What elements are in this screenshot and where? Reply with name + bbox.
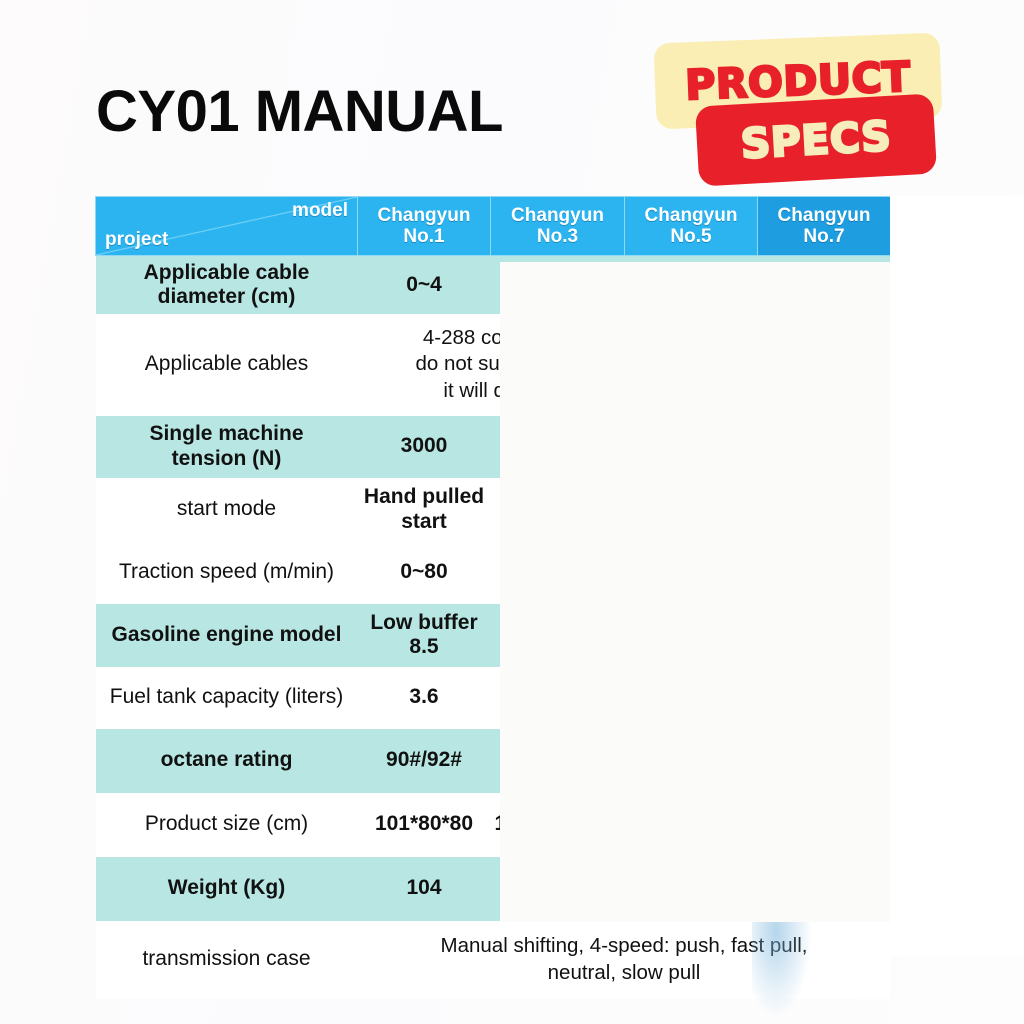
page-title: CY01 MANUAL (96, 79, 504, 144)
value-line1: Low buffer (370, 610, 478, 634)
row-label-weight: Weight (Kg) (95, 856, 358, 921)
header-project-label: project (105, 229, 169, 250)
table-header-row: model project Changyun No.1 Changyun No.… (95, 196, 891, 256)
row-value-transmission-case: Manual shifting, 4-speed: push, fast pul… (357, 920, 891, 999)
value-line2: 8.5 (409, 635, 439, 658)
label-line1: Single machine (149, 422, 304, 446)
label-line2: diameter (cm) (157, 284, 296, 308)
product-specs-badge: PRODUCT SPECS (653, 32, 955, 187)
header-col2-line2: No.3 (536, 226, 579, 247)
row-label-fuel-tank-capacity: Fuel tank capacity (liters) (95, 666, 358, 729)
row-value-single-machine-tension: 3000 (357, 415, 491, 478)
row-label-octane-rating: octane rating (95, 728, 358, 793)
table-row: transmission case Manual shifting, 4-spe… (95, 920, 891, 999)
row-value-product-size: 101*80*80 (357, 792, 491, 857)
header-col4-line1: Changyun (777, 204, 871, 226)
row-value-start-mode: Hand pulled start (357, 477, 491, 542)
row-value-weight: 104 (357, 856, 491, 921)
desc-line1: Manual shifting, 4-speed: push, fast pul… (440, 933, 808, 957)
label-line1: Applicable cable (143, 260, 310, 284)
diagonal-divider-icon (96, 197, 357, 255)
header-model-label: model (292, 200, 348, 221)
label-line2: tension (N) (171, 446, 282, 470)
header-col-changyun-no5: Changyun No.5 (624, 196, 758, 256)
header-col1-line1: Changyun (377, 204, 471, 226)
header-col2-line1: Changyun (511, 204, 604, 226)
row-value-traction-speed: 0~80 (357, 541, 491, 604)
row-label-applicable-cable-diameter: Applicable cable diameter (cm) (95, 255, 358, 314)
paper-overlay-right-columns (500, 262, 890, 922)
header-col4-line2: No.7 (803, 226, 845, 247)
header-col1-line2: No.1 (403, 226, 445, 247)
row-label-single-machine-tension: Single machine tension (N) (95, 415, 358, 478)
value-line2: start (401, 509, 447, 533)
row-value-gasoline-engine-model: Low buffer 8.5 (357, 603, 491, 667)
header-corner-cell: model project (95, 196, 358, 256)
row-value-applicable-cable-diameter: 0~4 (357, 255, 491, 314)
row-value-octane-rating: 90#/92# (357, 728, 491, 793)
row-label-product-size: Product size (cm) (95, 792, 358, 857)
badge-specs-label: SPECS (738, 111, 893, 170)
row-label-transmission-case: transmission case (95, 920, 358, 999)
header-col-changyun-no1: Changyun No.1 (357, 196, 491, 256)
row-label-gasoline-engine-model: Gasoline engine model (95, 603, 358, 667)
desc-line2: neutral, slow pull (547, 960, 701, 984)
row-label-traction-speed: Traction speed (m/min) (95, 541, 358, 604)
row-label-start-mode: start mode (95, 477, 358, 542)
header-col-changyun-no3: Changyun No.3 (490, 196, 625, 256)
paper-overlay-far-right (890, 196, 1024, 956)
value-line1: Hand pulled (363, 485, 485, 509)
row-value-fuel-tank-capacity: 3.6 (357, 666, 491, 729)
header-col3-line2: No.5 (670, 226, 712, 247)
header-col-changyun-no7: Changyun No.7 (757, 196, 891, 256)
header-col3-line1: Changyun (644, 204, 738, 226)
row-label-applicable-cables: Applicable cables (95, 313, 358, 416)
